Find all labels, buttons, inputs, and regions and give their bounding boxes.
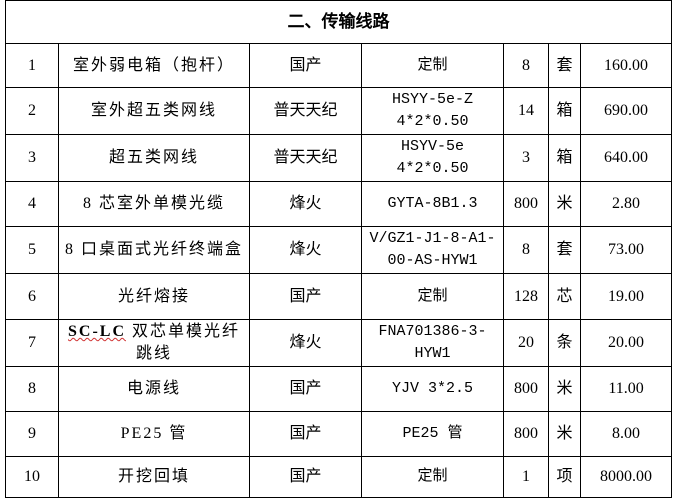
item-name-text: 光纤熔接 (117, 287, 190, 305)
item-name-text: 8 口桌面式光纤终端盒 (64, 241, 243, 258)
item-model: 定制 (361, 456, 504, 498)
table-row: 9 PE25 管国产 PE25 管 800 米 8.00 (5, 411, 673, 457)
item-name: 室外超五类网线 (58, 87, 250, 135)
item-unit: 项 (548, 456, 581, 498)
item-unit: 箱 (548, 87, 581, 135)
transmission-line-table: 二、传输线路 1 室外弱电箱（抱杆） 国产 定制 8 套 160.00 2 室外超五类网线 普天天… (4, 0, 673, 498)
item-unit: 箱 (548, 134, 581, 182)
item-name-text: PE25 管 (120, 425, 188, 442)
table-row: 2 室外超五类网线 普天天纪 HSYY-5e-Z 4*2*0.50 14 箱 690.00 (5, 87, 673, 135)
item-name: 室外弱电箱（抱杆） (58, 43, 250, 88)
item-brand: 烽火 (249, 226, 362, 274)
table-row: 10 开挖回填 国产 定制 1 项 8000.00 (5, 456, 673, 498)
item-name-text: 电源线 (126, 380, 181, 397)
item-unit: 条 (548, 319, 581, 367)
item-number: 5 (5, 226, 59, 274)
item-price: 2.80 (579, 181, 673, 227)
item-quantity: 8 (503, 226, 549, 274)
table-row: 3 超五类网线 普天天纪 HSYV-5e 4*2*0.50 3 箱 640.00 (5, 134, 673, 182)
item-number: 3 (5, 134, 59, 182)
item-number: 8 (5, 366, 59, 412)
item-model: PE25 管 (361, 411, 504, 457)
item-model: GYTA-8B1.3 (361, 181, 504, 227)
item-quantity: 20 (503, 319, 549, 367)
item-brand: 国产 (249, 411, 362, 457)
item-model: 定制 (361, 43, 504, 88)
item-unit: 套 (548, 226, 581, 274)
item-quantity: 800 (503, 366, 549, 412)
item-number: 9 (5, 411, 59, 457)
item-model: YJV 3*2.5 (361, 366, 504, 412)
item-name: 8 芯室外单模光缆 (58, 181, 250, 227)
item-price: 11.00 (579, 366, 673, 412)
item-brand: 普天天纪 (249, 87, 362, 135)
item-brand: 国产 (249, 273, 362, 320)
table-row: 1 室外弱电箱（抱杆） 国产 定制 8 套 160.00 (5, 43, 673, 88)
item-quantity: 128 (503, 273, 549, 320)
item-brand: 国产 (249, 43, 362, 88)
table-row: 8 电源线 国产 YJV 3*2.5 800 米 11.00 (5, 366, 673, 412)
item-model: HSYY-5e-Z 4*2*0.50 (361, 87, 504, 135)
item-name: SC-LC 双芯单模光纤跳线 (58, 319, 250, 367)
item-unit: 米 (548, 181, 581, 227)
item-name-text: 室外弱电箱（抱杆） (72, 56, 235, 74)
item-quantity: 14 (503, 87, 549, 135)
item-name-text: 8 芯室外单模光缆 (82, 195, 225, 212)
item-name-text: 超五类网线 (108, 149, 199, 166)
item-name: 光纤熔接 (58, 273, 250, 320)
table-row: 4 8 芯室外单模光缆 烽火 GYTA-8B1.3 800 米 2.80 (5, 181, 673, 227)
item-model: 定制 (361, 273, 504, 320)
item-price: 8.00 (579, 411, 673, 457)
item-brand: 国产 (249, 366, 362, 412)
item-name-text: 室外超五类网线 (90, 102, 217, 119)
item-name: 超五类网线 (58, 134, 250, 182)
item-unit: 米 (548, 411, 581, 457)
item-model: HSYV-5e 4*2*0.50 (361, 134, 504, 182)
table-row: 6 光纤熔接 国产 定制 128 芯 19.00 (5, 273, 673, 320)
item-model: V/GZ1-J1-8-A1-00-AS-HYW1 (361, 226, 504, 274)
table-row: 7 SC-LC 双芯单模光纤跳线 烽火 FNA701386-3-HYW1 20 条 20.0… (5, 319, 673, 367)
item-number: 1 (5, 43, 59, 88)
item-quantity: 800 (503, 181, 549, 227)
item-unit: 套 (548, 43, 581, 88)
item-name: 开挖回填 (58, 456, 250, 498)
item-number: 2 (5, 87, 59, 135)
item-number: 10 (5, 456, 59, 498)
item-model: FNA701386-3-HYW1 (361, 319, 504, 367)
item-name-prefix: SC-LC (67, 323, 126, 340)
item-name-text: 双芯单模光纤跳线 (126, 323, 241, 362)
item-name: 电源线 (58, 366, 250, 412)
section-header-row: 二、传输线路 (4, 0, 673, 44)
item-quantity: 8 (503, 43, 549, 88)
item-price: 690.00 (579, 87, 673, 135)
item-number: 4 (5, 181, 59, 227)
table-row: 5 8 口桌面式光纤终端盒 烽火 V/GZ1-J1-8-A1-00-AS-HYW1 8 套… (5, 226, 673, 274)
item-unit: 芯 (548, 273, 581, 320)
item-unit: 米 (548, 366, 581, 412)
section-title: 二、传输线路 (4, 0, 673, 44)
item-price: 8000.00 (579, 456, 673, 498)
item-brand: 国产 (249, 456, 362, 498)
item-quantity: 3 (503, 134, 549, 182)
item-price: 73.00 (579, 226, 673, 274)
item-name: 8 口桌面式光纤终端盒 (58, 226, 250, 274)
item-number: 6 (5, 273, 59, 320)
item-price: 640.00 (579, 134, 673, 182)
item-quantity: 800 (503, 411, 549, 457)
item-price: 160.00 (579, 43, 673, 88)
item-brand: 烽火 (249, 181, 362, 227)
item-quantity: 1 (503, 456, 549, 498)
item-number: 7 (5, 319, 59, 367)
item-brand: 烽火 (249, 319, 362, 367)
item-name: PE25 管 (58, 411, 250, 457)
item-name-text: 开挖回填 (117, 468, 190, 485)
item-brand: 普天天纪 (249, 134, 362, 182)
item-price: 20.00 (579, 319, 673, 367)
item-price: 19.00 (579, 273, 673, 320)
